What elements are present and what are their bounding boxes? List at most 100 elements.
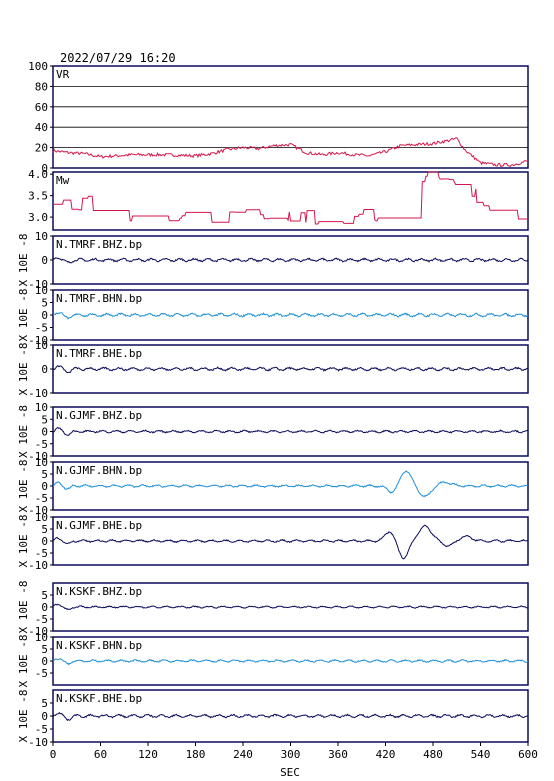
y-unit-label: X 10E -8	[17, 405, 30, 458]
x-tick-label: 120	[138, 748, 158, 761]
panel-1: 100 80 60 40 20 0 VR	[28, 60, 529, 175]
x-tick-label: 0	[50, 748, 57, 761]
x-axis: 0 60 120 180 240 300 360 420 480 540 600	[50, 742, 538, 761]
y-tick-label: -5	[35, 547, 48, 560]
y-tick-label: 5	[41, 297, 48, 310]
y-tick-label: -5	[35, 667, 48, 680]
series-line	[53, 171, 528, 225]
x-tick-label: 600	[518, 748, 538, 761]
y-tick-label: 0	[41, 162, 48, 175]
series-line	[52, 658, 529, 666]
series-line	[52, 364, 529, 374]
y-tick-label: 0	[41, 480, 48, 493]
series-label: N.GJMF.BHN.bp	[56, 464, 142, 477]
y-tick-label: -5	[35, 438, 48, 451]
y-tick-label: -5	[35, 723, 48, 736]
x-tick-label: 480	[423, 748, 443, 761]
y-tick-label: 5	[41, 413, 48, 426]
y-unit-label: X 10E -8	[17, 515, 30, 568]
series-line	[52, 257, 529, 264]
panel-5: 10 0 -10 N.TMRF.BHE.bp X 10E -8	[17, 339, 529, 400]
panel-frame	[52, 171, 529, 231]
y-unit-label: X 10E -8	[17, 690, 30, 743]
panel-11: 50-5-10 N.KSKF.BHE.bp X 10E -8	[17, 689, 529, 749]
series-label: VR	[56, 68, 70, 81]
x-axis-label: SEC	[280, 766, 300, 779]
y-unit-label: X 10E -8	[17, 635, 30, 688]
y-tick-label: 5	[41, 589, 48, 602]
y-tick-label: 3.5	[28, 190, 48, 203]
y-tick-label: -5	[35, 613, 48, 626]
y-tick-label: -10	[28, 736, 48, 749]
y-tick-label: 60	[35, 101, 48, 114]
y-unit-label: X 10E -8	[17, 289, 30, 342]
y-tick-label: -10	[28, 559, 48, 572]
y-tick-label: -10	[28, 504, 48, 517]
panel-2: 4.0 3.5 3.0 Mw	[28, 168, 529, 231]
series-label: N.GJMF.BHZ.bp	[56, 409, 142, 422]
panel-3: 10 0 -10 N.TMRF.BHZ.bp X 10E -8	[17, 230, 529, 291]
y-tick-label: 10	[35, 339, 48, 352]
y-tick-label: 10	[35, 230, 48, 243]
y-tick-label: 5	[41, 468, 48, 481]
y-tick-label: 5	[41, 697, 48, 710]
y-tick-label: 10	[35, 511, 48, 524]
y-tick-label: 0	[41, 254, 48, 267]
x-tick-label: 240	[233, 748, 253, 761]
panels-group: 100806040200VR4.03.53.0Mw100-10N.TMRF.BH…	[17, 60, 529, 749]
y-unit-label: X 10E -8	[17, 234, 30, 287]
y-tick-label: 20	[35, 142, 48, 155]
series-label: N.KSKF.BHE.bp	[56, 692, 142, 705]
y-tick-label: 0	[41, 655, 48, 668]
panel-frame	[52, 65, 529, 169]
x-tick-label: 360	[328, 748, 348, 761]
y-tick-label: -10	[28, 625, 48, 638]
series-label: N.TMRF.BHN.bp	[56, 292, 142, 305]
x-tick-label: 180	[186, 748, 206, 761]
y-tick-label: 80	[35, 80, 48, 93]
y-tick-label: 0	[41, 363, 48, 376]
series-label: N.TMRF.BHE.bp	[56, 347, 142, 360]
y-tick-label: 0	[41, 535, 48, 548]
y-tick-label: 0	[41, 710, 48, 723]
y-tick-label: -10	[28, 278, 48, 291]
y-tick-label: 10	[35, 284, 48, 297]
x-tick-label: 540	[471, 748, 491, 761]
y-unit-label: X 10E -8	[17, 460, 30, 513]
y-tick-label: 3.0	[28, 211, 48, 224]
y-tick-label: 10	[35, 456, 48, 469]
y-tick-label: 0	[41, 601, 48, 614]
y-tick-label: -10	[28, 334, 48, 347]
y-tick-label: 5	[41, 523, 48, 536]
y-tick-label: 4.0	[28, 168, 48, 181]
x-tick-label: 300	[281, 748, 301, 761]
y-tick-label: 0	[41, 426, 48, 439]
series-line	[52, 711, 529, 722]
timestamp-label: 2022/07/29 16:20	[60, 51, 176, 65]
series-line	[52, 137, 529, 168]
series-line	[52, 312, 529, 320]
x-tick-label: 420	[376, 748, 396, 761]
series-label: Mw	[56, 174, 70, 187]
series-label: N.GJMF.BHE.bp	[56, 519, 142, 532]
y-tick-label: -10	[28, 387, 48, 400]
y-unit-label: X 10E -8	[17, 581, 30, 634]
y-tick-label: 10	[35, 401, 48, 414]
y-unit-label: X 10E -8	[17, 343, 30, 396]
y-tick-label: -5	[35, 322, 48, 335]
panel-9: 50-5-10 N.KSKF.BHZ.bp X 10E -8	[17, 581, 529, 638]
y-tick-label: 0	[41, 309, 48, 322]
y-tick-label: -5	[35, 492, 48, 505]
series-label: N.KSKF.BHZ.bp	[56, 585, 142, 598]
series-label: N.KSKF.BHN.bp	[56, 639, 142, 652]
y-tick-label: 40	[35, 121, 48, 134]
y-tick-label: 5	[41, 643, 48, 656]
series-line	[52, 470, 529, 498]
series-line	[53, 426, 529, 436]
y-tick-label: 100	[28, 60, 48, 73]
